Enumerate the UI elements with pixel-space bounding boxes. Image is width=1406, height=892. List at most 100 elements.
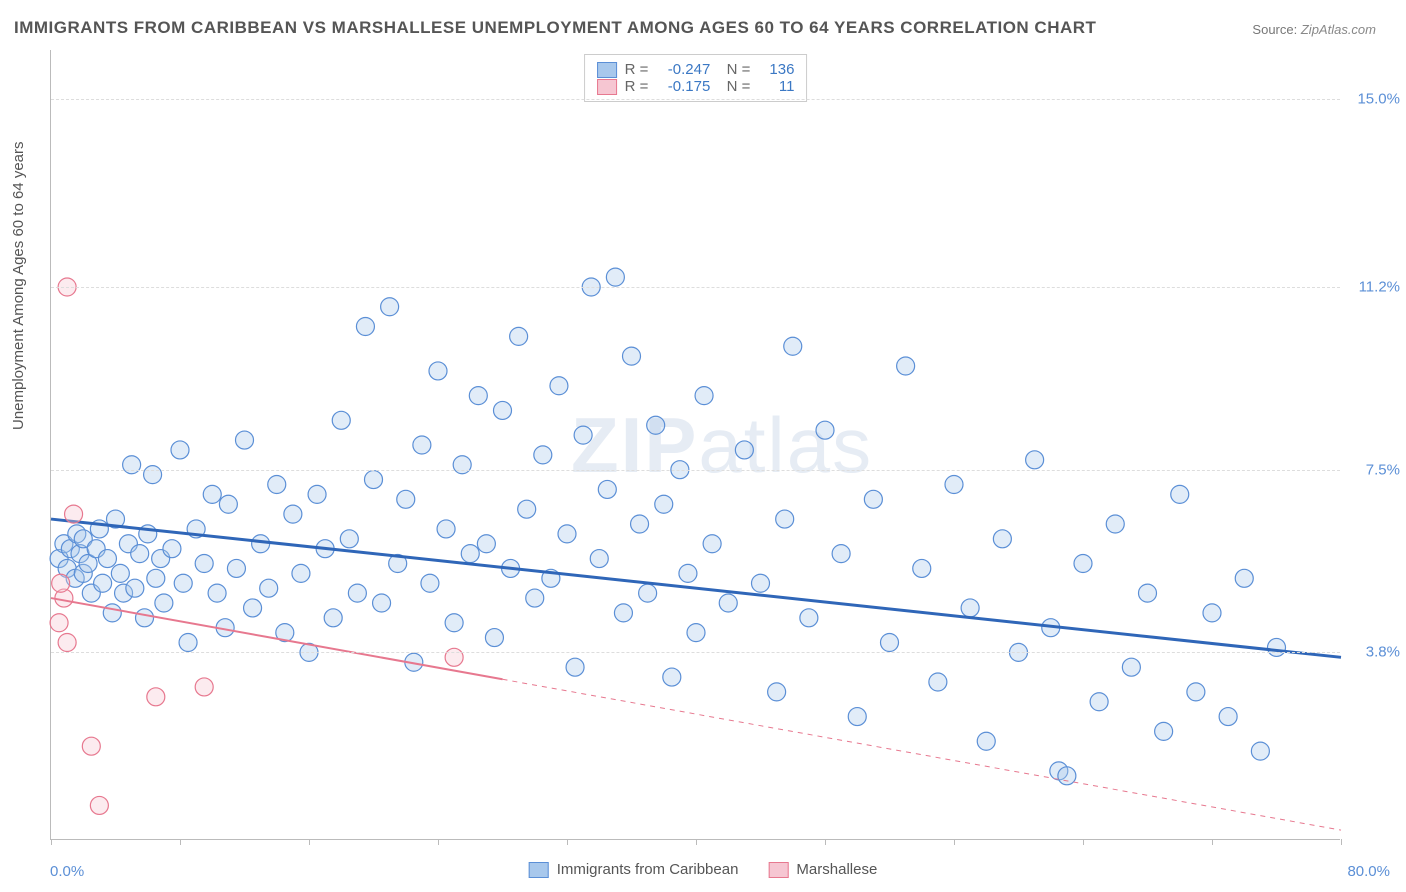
- scatter-point: [1139, 584, 1157, 602]
- source-credit: Source: ZipAtlas.com: [1252, 22, 1376, 37]
- scatter-point: [800, 609, 818, 627]
- scatter-point: [413, 436, 431, 454]
- scatter-point: [94, 574, 112, 592]
- x-tick: [825, 839, 826, 845]
- scatter-point: [647, 416, 665, 434]
- series-legend: Immigrants from Caribbean Marshallese: [529, 861, 878, 878]
- scatter-point: [945, 476, 963, 494]
- scatter-point: [179, 634, 197, 652]
- scatter-point: [574, 426, 592, 444]
- scatter-point: [308, 485, 326, 503]
- legend-label: Marshallese: [796, 861, 877, 878]
- scatter-point: [1268, 638, 1286, 656]
- y-axis-title: Unemployment Among Ages 60 to 64 years: [10, 141, 27, 430]
- scatter-point: [1155, 722, 1173, 740]
- scatter-point: [1106, 515, 1124, 533]
- scatter-point: [1203, 604, 1221, 622]
- scatter-point: [961, 599, 979, 617]
- scatter-point: [244, 599, 262, 617]
- scatter-point: [494, 401, 512, 419]
- scatter-point: [171, 441, 189, 459]
- scatter-point: [252, 535, 270, 553]
- scatter-point: [929, 673, 947, 691]
- scatter-point: [864, 490, 882, 508]
- trend-line-dashed: [503, 679, 1342, 830]
- scatter-point: [453, 456, 471, 474]
- scatter-point: [776, 510, 794, 528]
- scatter-point: [340, 530, 358, 548]
- scatter-point: [90, 796, 108, 814]
- scatter-point: [397, 490, 415, 508]
- scatter-point: [977, 732, 995, 750]
- x-axis-max-label: 80.0%: [1347, 863, 1390, 880]
- legend-label: Immigrants from Caribbean: [557, 861, 739, 878]
- scatter-point: [695, 387, 713, 405]
- legend-item: Immigrants from Caribbean: [529, 861, 739, 878]
- scatter-point: [1026, 451, 1044, 469]
- scatter-point: [623, 347, 641, 365]
- chart-title: IMMIGRANTS FROM CARIBBEAN VS MARSHALLESE…: [14, 18, 1096, 38]
- scatter-point: [123, 456, 141, 474]
- scatter-point: [268, 476, 286, 494]
- scatter-point: [227, 559, 245, 577]
- scatter-point: [1090, 693, 1108, 711]
- scatter-point: [816, 421, 834, 439]
- source-label: Source:: [1252, 22, 1297, 37]
- scatter-point: [356, 318, 374, 336]
- gridline: [51, 652, 1340, 653]
- scatter-point: [784, 337, 802, 355]
- gridline: [51, 287, 1340, 288]
- scatter-point: [639, 584, 657, 602]
- y-tick-label: 15.0%: [1345, 91, 1400, 108]
- scatter-point: [703, 535, 721, 553]
- x-tick: [438, 839, 439, 845]
- scatter-point: [208, 584, 226, 602]
- scatter-point: [477, 535, 495, 553]
- scatter-point: [445, 614, 463, 632]
- scatter-point: [735, 441, 753, 459]
- scatter-point: [832, 545, 850, 563]
- scatter-point: [365, 471, 383, 489]
- scatter-point: [236, 431, 254, 449]
- x-tick: [309, 839, 310, 845]
- swatch-series-1: [529, 862, 549, 878]
- source-value: ZipAtlas.com: [1301, 22, 1376, 37]
- gridline: [51, 99, 1340, 100]
- scatter-point: [1058, 767, 1076, 785]
- gridline: [51, 470, 1340, 471]
- scatter-point: [174, 574, 192, 592]
- scatter-point: [897, 357, 915, 375]
- scatter-point: [111, 564, 129, 582]
- scatter-point: [82, 737, 100, 755]
- scatter-point: [324, 609, 342, 627]
- scatter-point: [292, 564, 310, 582]
- scatter-point: [598, 480, 616, 498]
- x-tick: [567, 839, 568, 845]
- scatter-point: [526, 589, 544, 607]
- plot-area: ZIPatlas R = -0.247 N = 136 R = -0.175 N…: [50, 50, 1340, 840]
- scatter-point: [631, 515, 649, 533]
- scatter-point: [421, 574, 439, 592]
- scatter-point: [147, 688, 165, 706]
- scatter-point: [566, 658, 584, 676]
- x-tick: [954, 839, 955, 845]
- x-axis-min-label: 0.0%: [50, 863, 84, 880]
- scatter-point: [284, 505, 302, 523]
- scatter-point: [550, 377, 568, 395]
- scatter-point: [1074, 555, 1092, 573]
- scatter-point: [348, 584, 366, 602]
- scatter-point: [203, 485, 221, 503]
- scatter-point: [195, 678, 213, 696]
- scatter-point: [558, 525, 576, 543]
- scatter-point: [1171, 485, 1189, 503]
- scatter-point: [1235, 569, 1253, 587]
- scatter-point: [679, 564, 697, 582]
- scatter-point: [1187, 683, 1205, 701]
- scatter-point: [848, 708, 866, 726]
- scatter-point: [1122, 658, 1140, 676]
- scatter-point: [606, 268, 624, 286]
- scatter-point: [614, 604, 632, 622]
- scatter-point: [58, 634, 76, 652]
- x-tick: [1341, 839, 1342, 845]
- scatter-point: [163, 540, 181, 558]
